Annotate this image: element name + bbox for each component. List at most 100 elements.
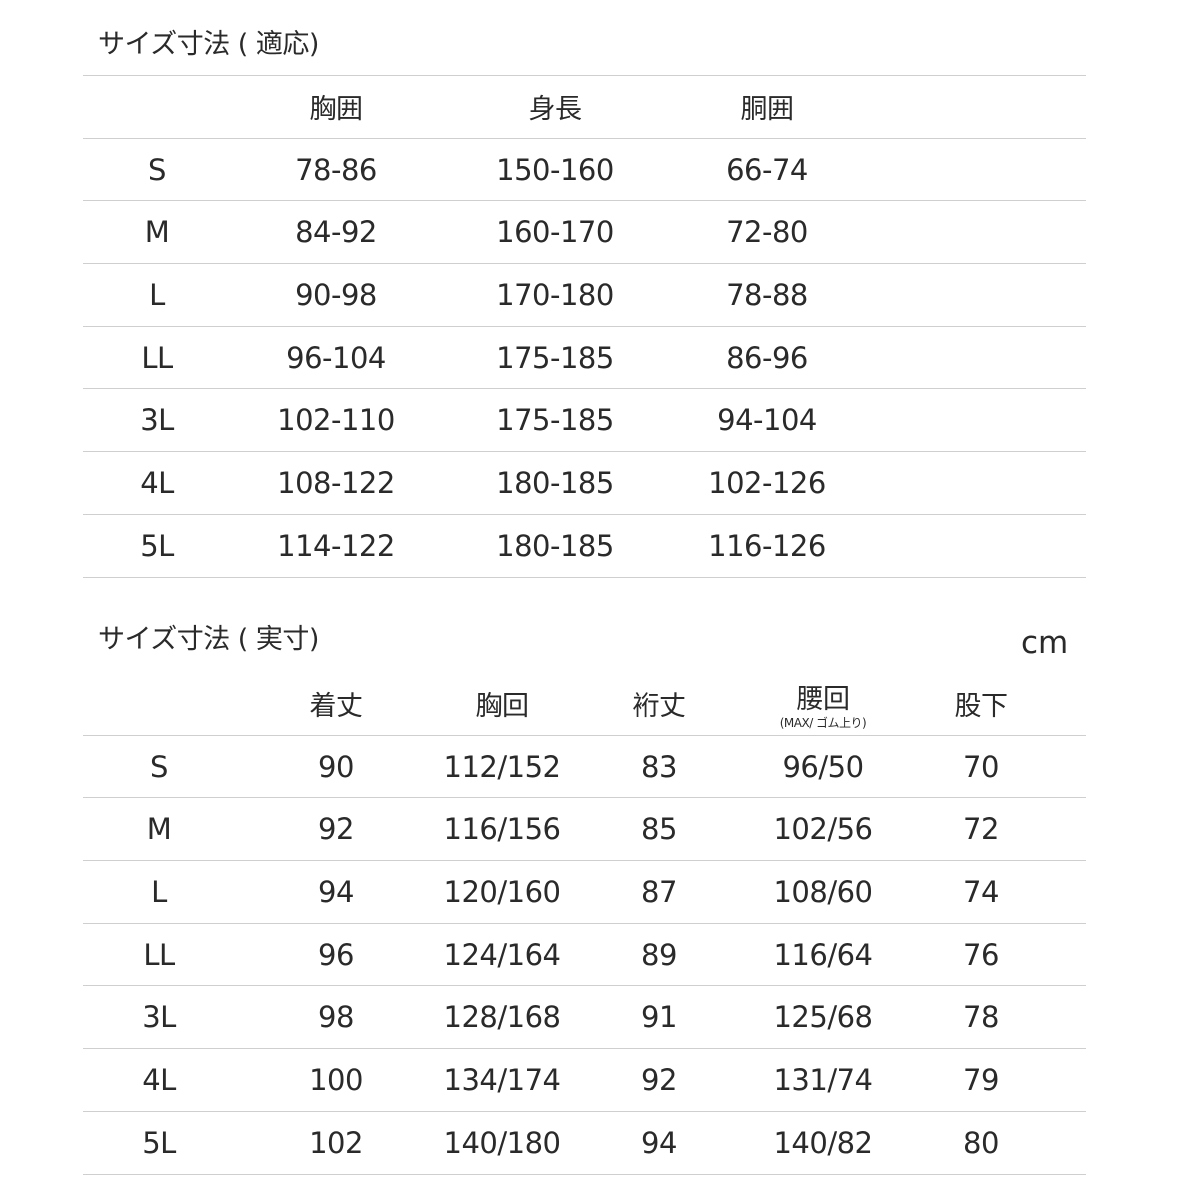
table-cell: 112/152 — [443, 749, 561, 784]
table-cell: 131/74 — [773, 1062, 873, 1097]
table-cell: 180-185 — [496, 528, 614, 563]
table-cell: 70 — [963, 749, 999, 784]
table-cell: 116/156 — [443, 812, 561, 847]
table-row: 3L 102-110 175-185 94-104 — [83, 388, 1086, 451]
column-header — [57, 76, 257, 138]
header-label: 着丈 — [309, 691, 364, 723]
table-cell: 96 — [318, 937, 354, 972]
table-cell: 90 — [318, 749, 354, 784]
table-cell: 175-185 — [496, 340, 614, 375]
size-label: L — [149, 277, 165, 312]
table-cell: 72-80 — [726, 215, 808, 250]
table-cell: 72 — [963, 812, 999, 847]
column-header: 身長 — [455, 76, 655, 138]
table-cell: 80 — [963, 1125, 999, 1160]
header-label: 裄丈 — [632, 691, 687, 723]
table-cell: 116/64 — [773, 937, 873, 972]
column-header: 股下 — [881, 673, 1081, 735]
table-cell: 86-96 — [726, 340, 808, 375]
table-cell: 94 — [641, 1125, 677, 1160]
size-label: 5L — [140, 528, 174, 563]
table-cell: 102-110 — [277, 403, 395, 438]
header-label: 身長 — [528, 94, 583, 126]
column-header: 腰回 (MAX/ ゴム上り) — [723, 673, 923, 735]
table-cell: 128/168 — [443, 1000, 561, 1035]
table-cell: 124/164 — [443, 937, 561, 972]
column-header: 胸囲 — [236, 76, 436, 138]
table-row: 5L 102 140/180 94 140/82 80 — [83, 1110, 1086, 1175]
column-header: 着丈 — [236, 673, 436, 735]
table-row: 5L 114-122 180-185 116-126 — [83, 513, 1086, 578]
table-cell: 108/60 — [773, 874, 873, 909]
fit-table-title: サイズ寸法 ( 適応) — [98, 29, 319, 60]
table-row: LL 96 124/164 89 116/64 76 — [83, 922, 1086, 986]
header-label: 胸囲 — [309, 94, 364, 126]
size-label: L — [151, 874, 167, 909]
table-cell: 170-180 — [496, 277, 614, 312]
table-cell: 140/180 — [443, 1125, 561, 1160]
table-cell: 102-126 — [708, 465, 826, 500]
table-cell: 66-74 — [726, 152, 808, 187]
table-row: S 90 112/152 83 96/50 70 — [83, 734, 1086, 798]
table-cell: 87 — [641, 874, 677, 909]
header-label: 胸回 — [475, 691, 530, 723]
table-cell: 96-104 — [286, 340, 386, 375]
fit-size-table: 胸囲 身長 胴囲 S 78-86 150-160 66-74 M 84-92 160-170 72-… — [83, 75, 1086, 578]
table-cell: 100 — [309, 1062, 363, 1097]
table-cell: 90-98 — [295, 277, 377, 312]
table-cell: 102/56 — [773, 812, 873, 847]
table-cell: 85 — [641, 812, 677, 847]
table-cell: 150-160 — [496, 152, 614, 187]
table-row: M 92 116/156 85 102/56 72 — [83, 797, 1086, 860]
header-label: 胴囲 — [740, 94, 795, 126]
table-row: LL 96-104 175-185 86-96 — [83, 325, 1086, 389]
table-cell: 74 — [963, 874, 999, 909]
table-row: L 94 120/160 87 108/60 74 — [83, 860, 1086, 923]
table-cell: 76 — [963, 937, 999, 972]
table-row: M 84-92 160-170 72-80 — [83, 200, 1086, 263]
table-row: S 78-86 150-160 66-74 — [83, 137, 1086, 201]
table-cell: 94-104 — [717, 403, 817, 438]
table-cell: 140/82 — [773, 1125, 873, 1160]
table-cell: 120/160 — [443, 874, 561, 909]
size-label: 4L — [140, 465, 174, 500]
size-label: LL — [143, 937, 175, 972]
table-cell: 78-88 — [726, 277, 808, 312]
column-header: 胸回 — [402, 673, 602, 735]
size-label: S — [150, 749, 168, 784]
table-cell: 92 — [318, 812, 354, 847]
column-header: 胴囲 — [667, 76, 867, 138]
table-cell: 108-122 — [277, 465, 395, 500]
header-row: 胸囲 身長 胴囲 — [83, 75, 1086, 138]
size-label: S — [148, 152, 166, 187]
table-cell: 125/68 — [773, 1000, 873, 1035]
header-row: 着丈 胸回 裄丈 腰回 (MAX/ ゴム上り) 股下 — [83, 673, 1086, 735]
table-cell: 89 — [641, 937, 677, 972]
table-cell: 94 — [318, 874, 354, 909]
size-label: 4L — [142, 1062, 176, 1097]
table-row: 3L 98 128/168 91 125/68 78 — [83, 985, 1086, 1048]
table-cell: 79 — [963, 1062, 999, 1097]
table-cell: 91 — [641, 1000, 677, 1035]
table-cell: 134/174 — [443, 1062, 561, 1097]
table-cell: 78 — [963, 1000, 999, 1035]
size-label: M — [144, 215, 170, 250]
table-cell: 92 — [641, 1062, 677, 1097]
header-label: 腰回 — [796, 683, 851, 715]
table-cell: 83 — [641, 749, 677, 784]
table-cell: 102 — [309, 1125, 363, 1160]
table-cell: 114-122 — [277, 528, 395, 563]
table-cell: 96/50 — [782, 749, 864, 784]
table-cell: 160-170 — [496, 215, 614, 250]
size-label: M — [146, 812, 172, 847]
actual-table-title: サイズ寸法 ( 実寸) — [98, 624, 319, 655]
header-note: (MAX/ ゴム上り) — [779, 715, 867, 730]
size-label: 3L — [140, 403, 174, 438]
table-cell: 180-185 — [496, 465, 614, 500]
column-header: 裄丈 — [559, 673, 759, 735]
table-row: L 90-98 170-180 78-88 — [83, 263, 1086, 326]
unit-label: cm — [1021, 625, 1069, 661]
size-label: 5L — [142, 1125, 176, 1160]
table-row: 4L 108-122 180-185 102-126 — [83, 451, 1086, 514]
table-cell: 98 — [318, 1000, 354, 1035]
